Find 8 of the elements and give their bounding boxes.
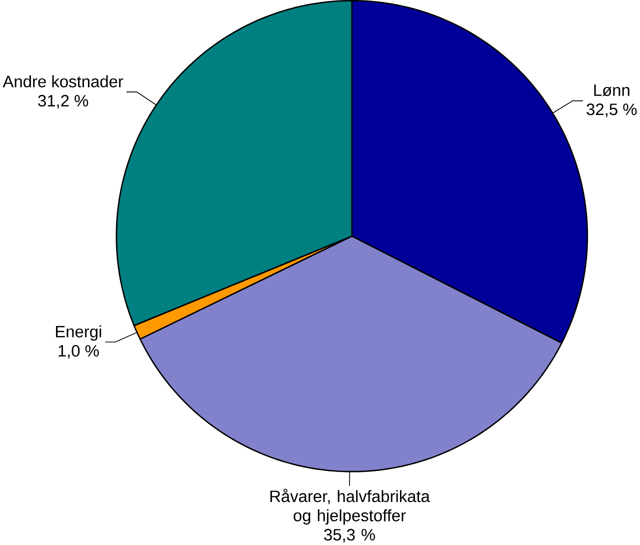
slice-label: Råvarer, halvfabrikata og hjelpestoffer <box>270 488 430 524</box>
data-label: 32,5 % <box>586 103 637 118</box>
slice-label: Lønn <box>594 84 630 96</box>
slice-label: Andre kostnader <box>2 75 124 88</box>
slice-label: Energi <box>56 325 102 341</box>
data-label: 1,0 % <box>58 344 99 358</box>
data-label: 31,2 % <box>38 94 88 108</box>
data-label: 35,3 % <box>324 528 376 542</box>
